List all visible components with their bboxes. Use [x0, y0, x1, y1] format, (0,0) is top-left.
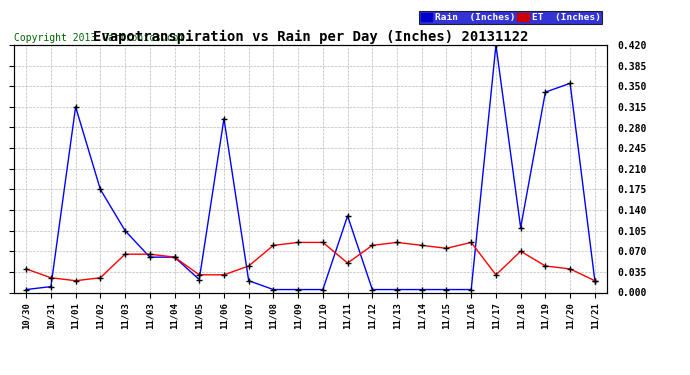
Text: Copyright 2013 Cartronics.com: Copyright 2013 Cartronics.com	[14, 33, 184, 42]
Legend: Rain  (Inches), ET  (Inches): Rain (Inches), ET (Inches)	[419, 11, 602, 24]
Title: Evapotranspiration vs Rain per Day (Inches) 20131122: Evapotranspiration vs Rain per Day (Inch…	[92, 30, 529, 44]
